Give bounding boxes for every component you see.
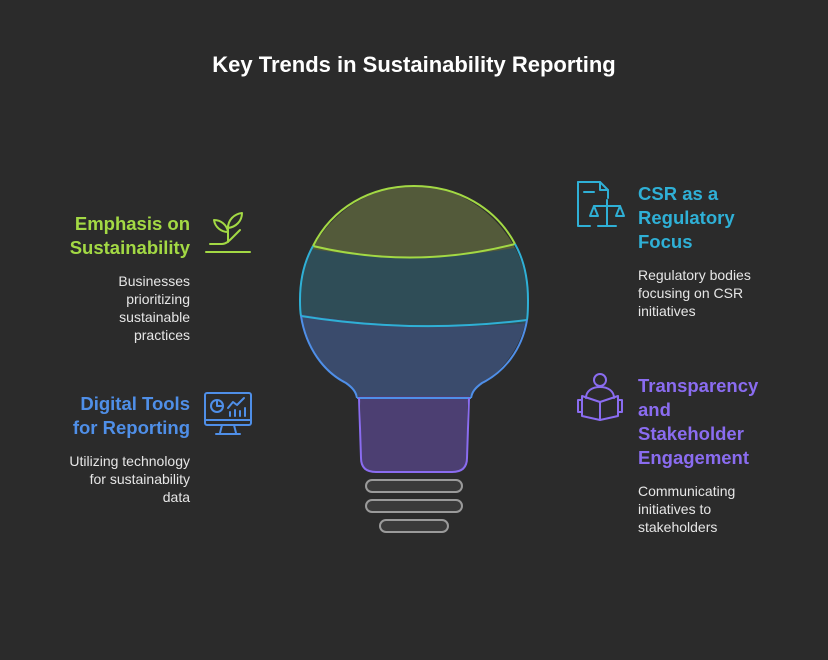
- item-transparency-heading: Transparency and Stakeholder Engagement: [638, 375, 759, 468]
- diagram-title: Key Trends in Sustainability Reporting: [212, 52, 616, 77]
- item-emphasis: Emphasis on Sustainability Businesses pr…: [0, 212, 190, 344]
- document-scale-icon: [577, 181, 625, 227]
- item-transparency: Transparency and Stakeholder Engagement …: [638, 374, 818, 536]
- item-emphasis-description: Businesses prioritizing sustainable prac…: [118, 273, 190, 343]
- bulb-base-ring-3: [379, 519, 449, 533]
- item-emphasis-heading: Emphasis on Sustainability: [69, 213, 190, 258]
- person-reading-icon: [577, 373, 623, 421]
- item-digital-heading: Digital Tools for Reporting: [72, 393, 190, 438]
- item-digital-description: Utilizing technology for sustainability …: [69, 453, 190, 505]
- item-csr-description: Regulatory bodies focusing on CSR initia…: [638, 267, 751, 319]
- bulb-band-blue: [300, 312, 528, 398]
- bulb-base-ring-1: [365, 479, 463, 493]
- plant-hand-icon: [205, 212, 251, 253]
- bulb-band-teal: [300, 243, 528, 327]
- item-digital: Digital Tools for Reporting Utilizing te…: [0, 392, 190, 506]
- item-transparency-description: Communicating initiatives to stakeholder…: [638, 483, 736, 535]
- monitor-chart-icon: [204, 392, 252, 435]
- item-csr: CSR as a Regulatory Focus Regulatory bod…: [638, 182, 808, 320]
- bulb-base-ring-2: [365, 499, 463, 513]
- item-csr-heading: CSR as a Regulatory Focus: [638, 183, 735, 252]
